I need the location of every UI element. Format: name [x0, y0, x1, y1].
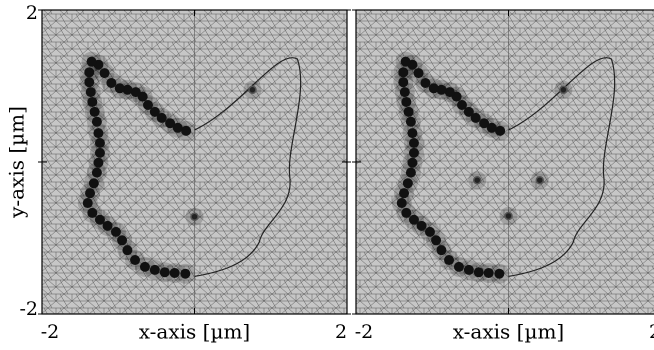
boundary-point	[413, 68, 424, 79]
boundary-point	[473, 267, 484, 278]
boundary-point	[165, 118, 176, 129]
boundary-point	[117, 235, 128, 246]
boundary-point	[486, 122, 497, 133]
boundary-point	[85, 87, 96, 98]
boundary-point	[99, 68, 110, 79]
boundary-point	[84, 77, 95, 88]
boundary-point	[94, 138, 105, 148]
boundary-point	[87, 96, 98, 107]
boundary-point	[401, 96, 412, 107]
boundary-point	[180, 268, 191, 279]
boundary-point	[407, 157, 418, 168]
x-axis-label: x-axis [µm]	[453, 320, 564, 344]
boundary-point	[89, 106, 100, 117]
panel	[42, 10, 347, 314]
boundary-point	[84, 67, 95, 78]
y-tick-label: 2	[26, 2, 38, 24]
boundary-point	[483, 267, 494, 278]
boundary-point	[420, 77, 431, 88]
boundary-point	[407, 128, 418, 139]
boundary-point	[86, 56, 97, 67]
boundary-point	[400, 56, 411, 67]
boundary-point	[139, 261, 150, 272]
boundary-point	[405, 116, 416, 127]
boundary-point	[401, 207, 412, 218]
boundary-point	[130, 255, 141, 266]
refinement-point	[190, 212, 199, 221]
boundary-point	[399, 188, 410, 199]
mesh-interface	[508, 57, 616, 277]
boundary-point	[91, 116, 102, 127]
boundary-point	[428, 83, 439, 94]
panel	[356, 10, 654, 314]
boundary-point	[444, 87, 455, 98]
boundary-point	[149, 264, 160, 275]
mesh-interface	[194, 57, 302, 277]
boundary-point	[130, 87, 141, 98]
boundary-point	[91, 167, 102, 178]
boundary-point	[456, 100, 467, 110]
boundary-point	[463, 106, 474, 117]
boundary-point	[110, 226, 121, 237]
boundary-point	[431, 235, 442, 246]
refinement-point	[472, 175, 482, 185]
y-tick-label: -2	[19, 298, 38, 320]
boundary-point	[403, 106, 414, 117]
boundary-point	[94, 147, 105, 158]
boundary-point	[106, 77, 117, 88]
x-tick-label: 2	[649, 321, 654, 343]
boundary-point	[453, 261, 464, 272]
boundary-point	[87, 207, 98, 218]
boundary-point	[88, 178, 99, 189]
x-tick-label: -2	[355, 321, 374, 343]
boundary-point	[444, 255, 455, 266]
boundary-point	[470, 112, 481, 123]
boundary-point	[93, 157, 104, 168]
boundary-point	[408, 138, 419, 148]
boundary-point	[398, 67, 409, 78]
boundary-point	[122, 245, 133, 256]
x-tick-label: 2	[335, 321, 347, 343]
boundary-point	[169, 267, 180, 278]
boundary-point	[93, 128, 104, 139]
boundary-point	[463, 264, 474, 275]
boundary-point	[479, 118, 490, 129]
boundary-point	[102, 220, 113, 231]
boundary-point	[82, 198, 93, 209]
boundary-point	[159, 267, 170, 278]
boundary-point	[149, 106, 160, 117]
y-axis-label: y-axis [µm]	[5, 106, 29, 219]
boundary-point	[405, 167, 416, 178]
boundary-point	[436, 84, 447, 95]
refinement-point	[504, 211, 513, 221]
boundary-point	[172, 122, 183, 133]
boundary-point	[402, 178, 413, 189]
refinement-point	[535, 175, 545, 185]
boundary-point	[85, 188, 96, 199]
refinement-point	[248, 85, 257, 95]
boundary-point	[94, 214, 105, 225]
boundary-point	[396, 198, 407, 209]
refinement-point	[559, 85, 568, 95]
boundary-point	[399, 87, 410, 98]
boundary-point	[408, 147, 419, 158]
x-axis-label: x-axis [µm]	[139, 320, 250, 344]
boundary-point	[114, 83, 125, 94]
boundary-point	[436, 245, 447, 256]
x-tick-label: -2	[41, 321, 60, 343]
boundary-point	[122, 84, 133, 95]
boundary-point	[424, 226, 435, 237]
boundary-point	[416, 220, 427, 231]
boundary-point	[156, 112, 167, 123]
boundary-point	[142, 100, 153, 110]
boundary-point	[494, 268, 505, 279]
boundary-point	[495, 125, 506, 136]
boundary-point	[181, 125, 192, 136]
boundary-point	[408, 214, 419, 225]
boundary-point	[398, 77, 409, 88]
